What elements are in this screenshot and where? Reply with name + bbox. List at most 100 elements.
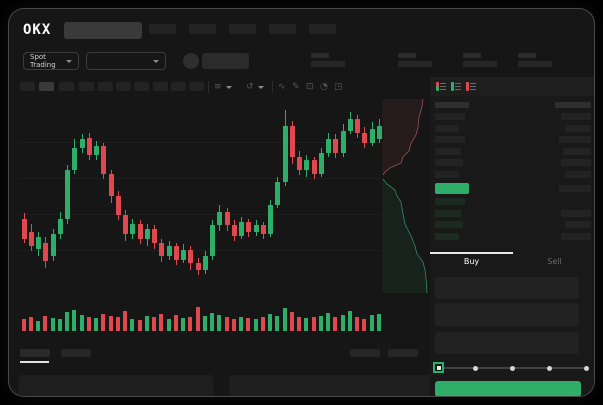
fullscreen-icon[interactable]: ◳ (334, 81, 343, 92)
bid-row-price[interactable] (435, 209, 461, 217)
buy-tab[interactable]: Buy (463, 257, 480, 266)
slider-stop-dot[interactable] (473, 365, 478, 371)
volume-bar (36, 320, 40, 331)
ask-row-amount[interactable] (559, 136, 591, 144)
price-field[interactable] (435, 277, 579, 299)
ask-row-price[interactable] (435, 171, 459, 178)
book-bids-icon[interactable] (451, 82, 461, 91)
volume-bar (347, 311, 352, 331)
candle-body (181, 249, 186, 260)
ask-row-amount[interactable] (561, 159, 591, 167)
volume-bar (65, 311, 69, 331)
stat-value-placeholder (311, 61, 345, 67)
bid-row-amount[interactable] (561, 232, 591, 240)
ask-row-amount[interactable] (563, 147, 591, 155)
pair-dropdown[interactable] (86, 52, 166, 70)
timeframe-button[interactable] (79, 82, 94, 91)
volume-bar (231, 318, 236, 331)
sell-tab[interactable]: Sell (547, 257, 562, 266)
book-both-icon[interactable] (436, 82, 446, 91)
nav-item-placeholder[interactable] (149, 24, 176, 34)
active-tab-underline (20, 361, 49, 363)
bid-row-price[interactable] (435, 221, 463, 229)
volume-bar (115, 317, 120, 331)
slider-stop-dot[interactable] (547, 365, 552, 371)
candle-body (304, 160, 310, 171)
volume-bar (376, 313, 381, 331)
slider-stop-dot[interactable] (510, 365, 515, 371)
candle-body (268, 204, 273, 234)
camera-icon[interactable]: ⊡ (306, 81, 314, 92)
volume-bar (268, 314, 272, 331)
market-type-dropdown[interactable]: Spot Trading (23, 52, 79, 70)
timeframe-button[interactable] (98, 82, 113, 91)
slider-stop-dot[interactable] (584, 365, 589, 371)
volume-bar (355, 316, 359, 331)
chart-gridline (19, 142, 381, 143)
ask-row-price[interactable] (435, 124, 459, 132)
bid-row-price[interactable] (435, 232, 459, 240)
ask-row-amount[interactable] (561, 113, 591, 120)
ask-row-price[interactable] (435, 159, 463, 167)
search-input[interactable] (64, 22, 142, 39)
timeframe-button[interactable] (20, 82, 35, 91)
chevron-down-icon (225, 85, 232, 89)
timeframe-button[interactable] (189, 82, 204, 91)
draw-icon[interactable]: ✎ (292, 81, 300, 92)
bottom-tab-2[interactable] (61, 349, 91, 357)
volume-bar (224, 317, 229, 331)
timeframe-button[interactable] (153, 82, 168, 91)
total-field[interactable] (435, 332, 579, 354)
timeframe-button[interactable] (59, 82, 74, 91)
nav-item-placeholder[interactable] (269, 24, 296, 34)
last-price-badge[interactable] (435, 183, 469, 194)
timeframe-button[interactable] (134, 82, 149, 91)
nav-item-placeholder[interactable] (189, 24, 216, 34)
bottom-tab-1[interactable] (20, 349, 50, 357)
ask-row-price[interactable] (435, 147, 461, 155)
timer-icon[interactable]: ◔ (320, 81, 328, 92)
volume-bar (137, 319, 142, 331)
wave-icon[interactable]: ∿ (278, 81, 286, 92)
app-window: OKX Spot Trading (8, 8, 595, 397)
chart-footer-pill-2[interactable] (388, 349, 418, 357)
candle-body (369, 129, 375, 143)
interval-icon[interactable]: ↺ (246, 82, 264, 92)
candle-body (282, 125, 288, 183)
volume-bar (72, 310, 77, 331)
indicator-icon[interactable]: ≡ (214, 82, 232, 92)
ask-row-price[interactable] (435, 136, 465, 144)
timeframe-button[interactable] (116, 82, 131, 91)
bid-row-amount[interactable] (561, 209, 591, 217)
candle-body (289, 125, 295, 157)
candlestick-chart[interactable] (19, 97, 382, 293)
book-asks-icon[interactable] (466, 82, 476, 91)
candle-body (72, 148, 78, 171)
market-type-label: Spot Trading (30, 53, 56, 69)
ask-row-amount[interactable] (565, 171, 591, 178)
percent-slider-handle[interactable] (433, 362, 444, 373)
bid-row-price[interactable] (435, 198, 465, 205)
candle-body (246, 222, 252, 233)
nav-item-placeholder[interactable] (309, 24, 336, 34)
stat-label-placeholder (398, 53, 416, 58)
icon-color-column (466, 82, 469, 91)
candle-body (86, 137, 92, 155)
pair-name-placeholder[interactable] (202, 53, 249, 69)
buy-order-button[interactable] (435, 381, 581, 396)
ask-row-amount[interactable] (565, 124, 591, 132)
candle-body (326, 139, 331, 154)
amount-field[interactable] (435, 303, 579, 326)
bid-row-amount[interactable] (565, 221, 591, 229)
volume-bar (94, 317, 98, 331)
candle-body (144, 228, 150, 240)
ask-row-price[interactable] (435, 113, 465, 120)
nav-item-placeholder[interactable] (229, 24, 256, 34)
candle-body (130, 223, 136, 234)
volume-bar (152, 317, 156, 331)
chart-footer-pill-1[interactable] (350, 349, 380, 357)
candle-body (231, 225, 237, 236)
candle-body (195, 263, 201, 271)
timeframe-button[interactable] (171, 82, 186, 91)
timeframe-button[interactable] (39, 82, 54, 91)
